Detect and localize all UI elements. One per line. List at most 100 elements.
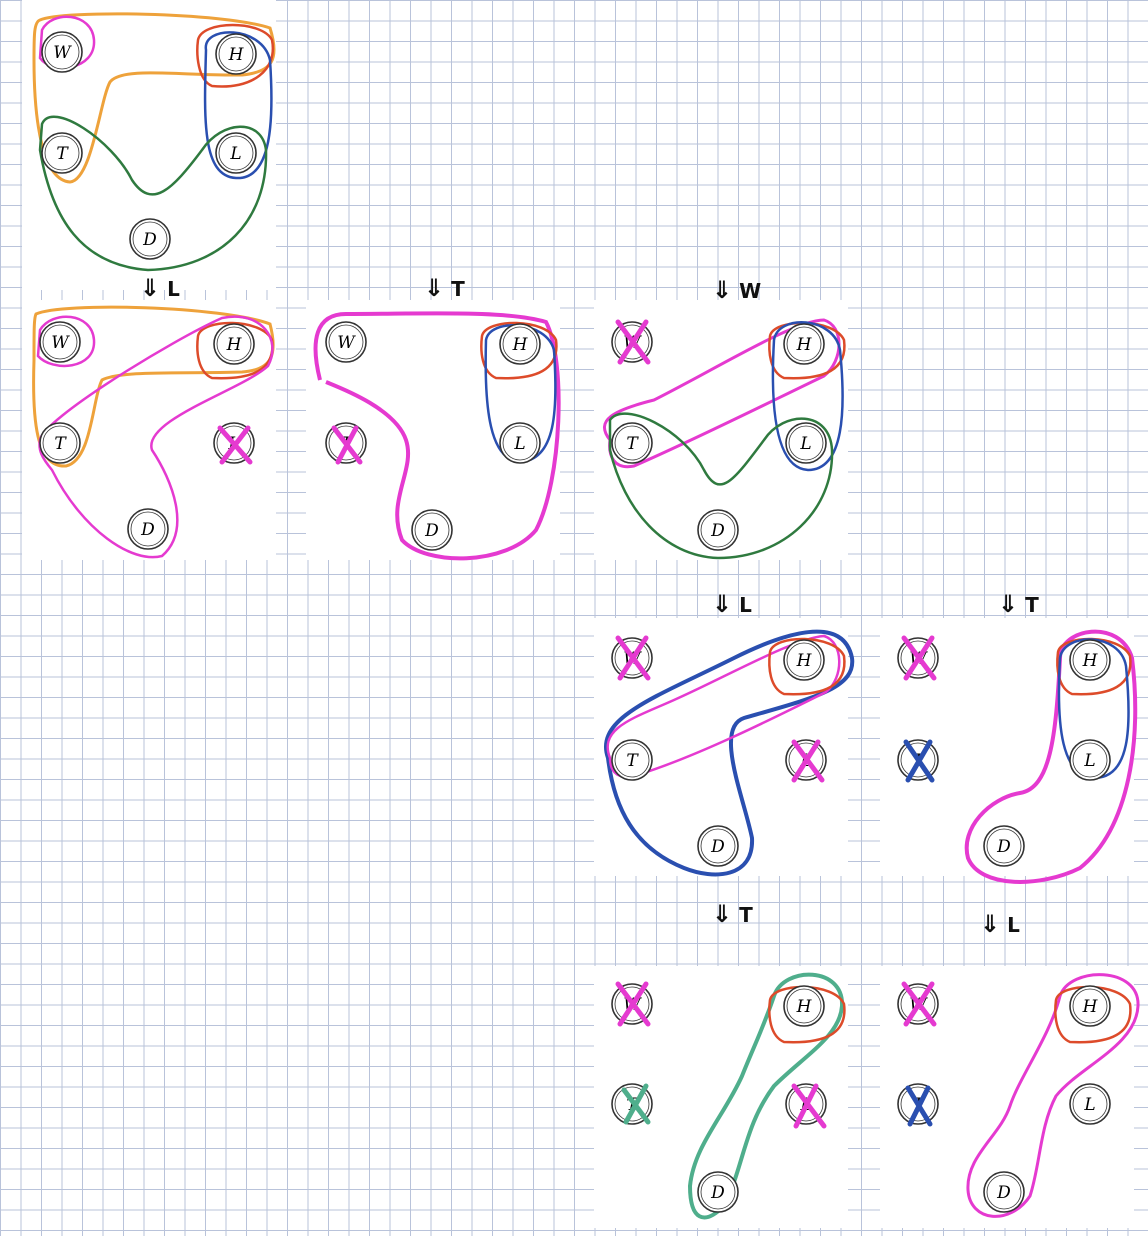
- svg-text:W: W: [51, 333, 70, 353]
- node-D: D: [127, 508, 169, 550]
- node-W: W: [41, 31, 83, 73]
- node-H: H: [1069, 985, 1111, 1027]
- node-H: H: [1069, 639, 1111, 681]
- svg-text:T: T: [56, 144, 69, 164]
- pink-th-edge: [603, 318, 841, 469]
- node-L: L: [785, 422, 827, 464]
- node-L: L: [215, 132, 257, 174]
- cross-mark: [903, 739, 935, 783]
- node-L: L: [1069, 739, 1111, 781]
- cross-mark: [791, 1083, 827, 1129]
- panel-eliminate-W-L: W H T L D: [594, 618, 855, 877]
- node-D: D: [697, 509, 739, 551]
- cross-mark: [615, 635, 651, 681]
- node-T: T: [39, 422, 81, 464]
- node-H: H: [783, 985, 825, 1027]
- pink-hd-edge: [966, 973, 1140, 1218]
- svg-text:H: H: [1082, 651, 1099, 671]
- node-D: D: [697, 825, 739, 867]
- pink-w-circle: [36, 315, 96, 368]
- svg-text:H: H: [1082, 997, 1099, 1017]
- panel-original: W H T L D: [22, 0, 276, 290]
- svg-text:T: T: [54, 434, 67, 454]
- panel-eliminate-W-T-L: W H T L D: [880, 966, 1140, 1228]
- svg-text:W: W: [337, 333, 356, 353]
- node-D: D: [411, 509, 453, 551]
- cross-mark: [791, 739, 825, 783]
- node-T-eliminated: T: [897, 1083, 939, 1127]
- node-T-eliminated: T: [325, 422, 367, 465]
- panel-eliminate-W-T: W H T L D: [880, 618, 1138, 884]
- arrow-step-8: ⇓ L: [980, 910, 1021, 938]
- node-L-eliminated: L: [785, 739, 827, 783]
- panel-eliminate-L: W H T L D: [22, 300, 276, 560]
- green-tld-edge: [38, 115, 268, 272]
- node-D: D: [697, 1171, 739, 1213]
- svg-text:D: D: [996, 1183, 1011, 1203]
- svg-text:H: H: [228, 45, 245, 65]
- node-H: H: [499, 323, 541, 365]
- cross-mark: [621, 1083, 651, 1125]
- svg-text:D: D: [140, 520, 155, 540]
- cross-mark: [615, 319, 651, 365]
- node-W-eliminated: W: [897, 635, 939, 681]
- node-T-eliminated: T: [611, 1083, 653, 1125]
- node-W-eliminated: W: [611, 319, 653, 365]
- svg-text:H: H: [796, 651, 813, 671]
- node-H: H: [215, 33, 257, 75]
- svg-text:D: D: [424, 521, 439, 541]
- panel-eliminate-W-L-T: W H T L D: [594, 966, 848, 1228]
- pink-thd-edge: [38, 315, 274, 559]
- node-D: D: [129, 218, 171, 260]
- node-W: W: [325, 321, 367, 363]
- arrow-step-4: ⇓ W: [712, 276, 763, 304]
- red-h-circle: [196, 321, 274, 380]
- orange-hyperedge: [32, 12, 276, 184]
- svg-text:L: L: [229, 144, 241, 164]
- pink-whd-edge: [313, 311, 561, 561]
- svg-text:D: D: [710, 837, 725, 857]
- svg-text:D: D: [996, 837, 1011, 857]
- node-T-eliminated: T: [897, 739, 939, 783]
- svg-text:L: L: [799, 434, 811, 454]
- node-L: L: [1069, 1083, 1111, 1125]
- arrow-step-3: ⇓ T: [424, 274, 466, 302]
- cross-mark: [901, 635, 937, 681]
- node-H: H: [783, 323, 825, 365]
- blue-thd-edge: [604, 629, 855, 877]
- svg-text:D: D: [710, 1183, 725, 1203]
- cross-mark: [331, 425, 363, 465]
- orange-hyperedge: [32, 305, 275, 468]
- red-h-circle: [768, 637, 846, 696]
- node-D: D: [983, 825, 1025, 867]
- pink-hld-edge: [964, 629, 1138, 884]
- node-D: D: [983, 1171, 1025, 1213]
- svg-text:H: H: [796, 335, 813, 355]
- svg-text:H: H: [512, 335, 529, 355]
- arrow-step-2: ⇓ L: [140, 274, 181, 302]
- blue-hl-edge: [203, 31, 273, 180]
- node-T: T: [611, 739, 653, 781]
- svg-text:H: H: [226, 335, 243, 355]
- svg-text:D: D: [710, 521, 725, 541]
- node-H: H: [213, 323, 255, 365]
- node-T: T: [611, 422, 653, 464]
- panel-eliminate-W: W H T L D: [594, 300, 848, 560]
- node-L-eliminated: L: [213, 422, 255, 465]
- blue-hl-edge: [1057, 638, 1130, 780]
- svg-text:L: L: [513, 434, 525, 454]
- red-h-circle: [196, 23, 275, 88]
- svg-text:W: W: [53, 43, 72, 63]
- panel-eliminate-T: W H T L D: [306, 300, 561, 561]
- panel-original-canvas: W H T L D: [32, 12, 276, 272]
- node-W-eliminated: W: [611, 981, 653, 1027]
- svg-text:L: L: [1083, 1095, 1095, 1115]
- svg-text:H: H: [796, 997, 813, 1017]
- svg-text:L: L: [1083, 751, 1095, 771]
- node-W: W: [39, 321, 81, 363]
- node-W-eliminated: W: [611, 635, 653, 681]
- cross-mark: [901, 981, 937, 1027]
- arrow-step-6: ⇓ T: [998, 590, 1040, 618]
- svg-text:T: T: [626, 751, 639, 771]
- svg-text:T: T: [626, 434, 639, 454]
